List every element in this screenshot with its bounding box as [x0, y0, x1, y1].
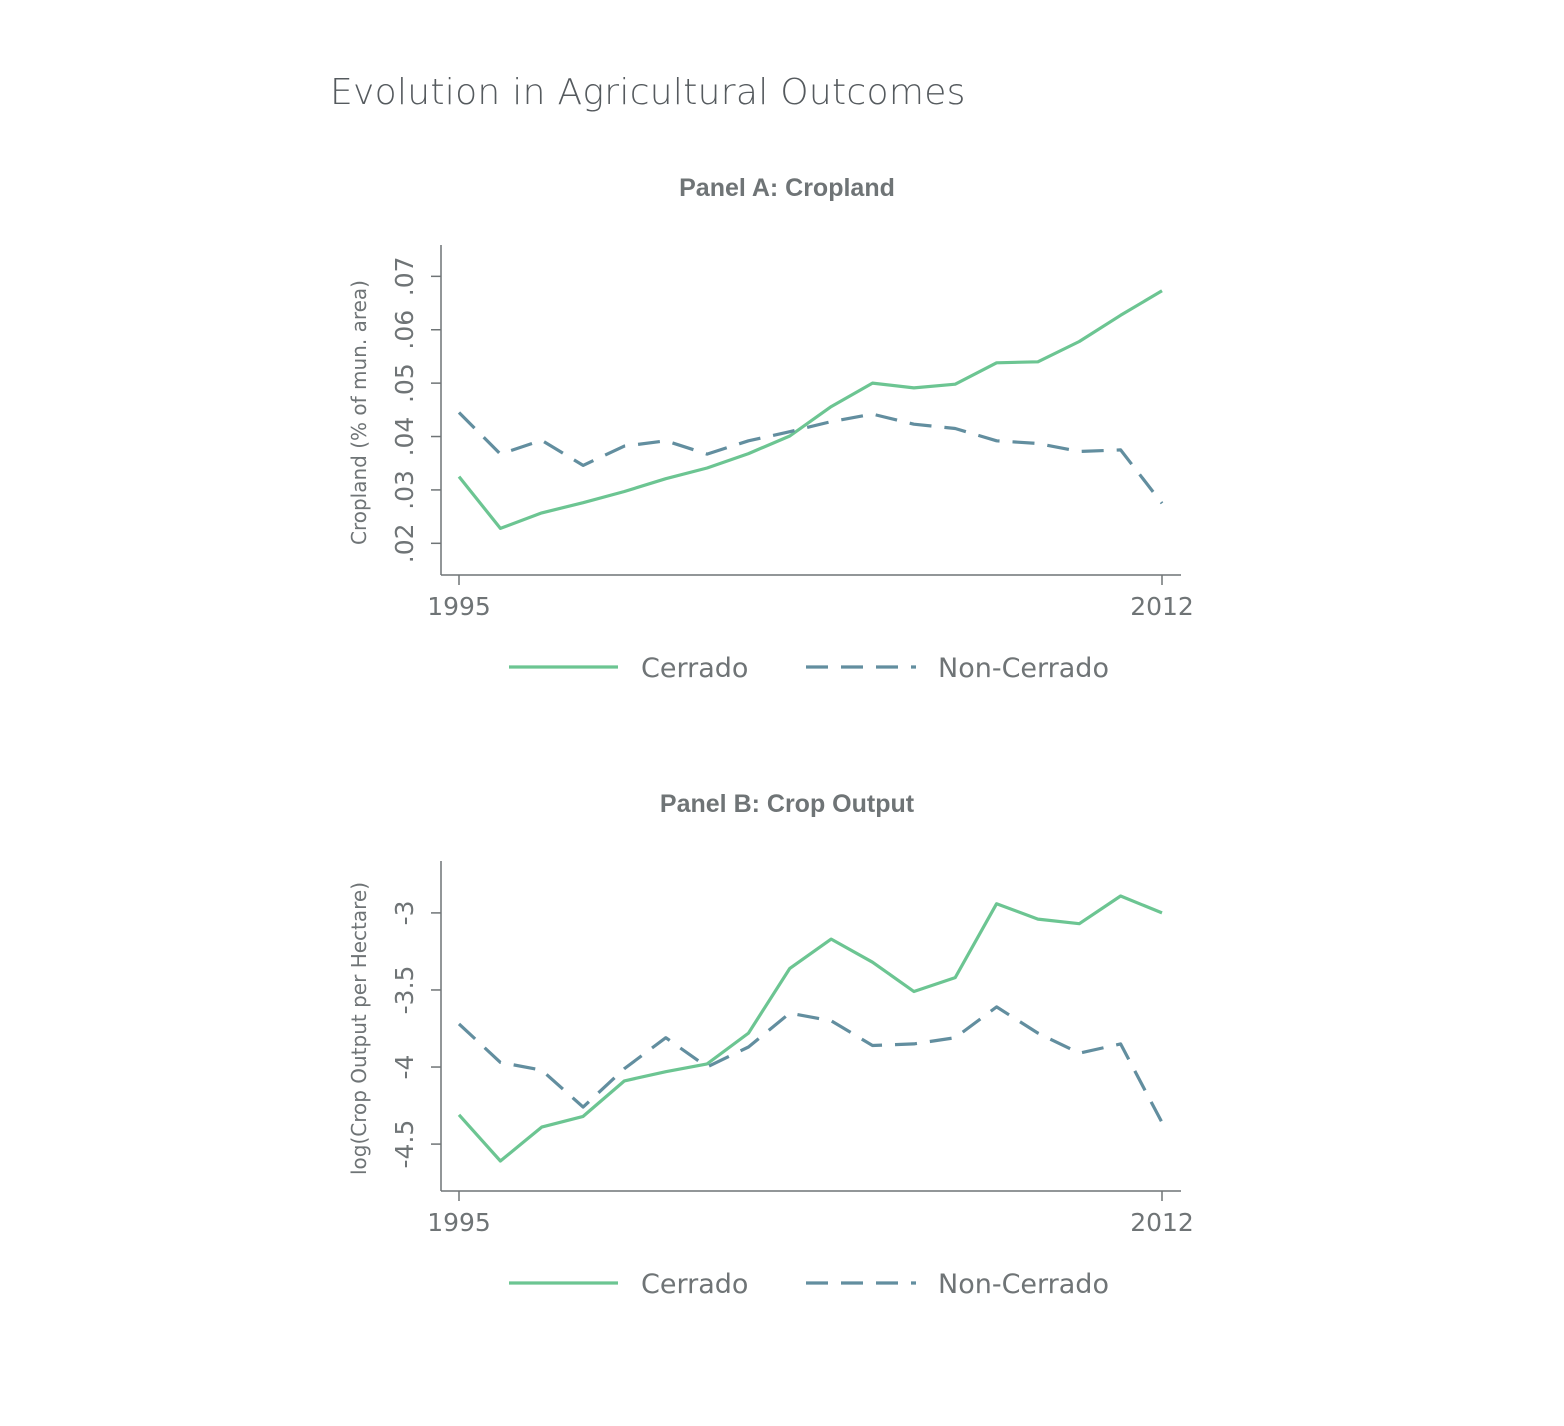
- panel-b-y-tick-label: -4: [390, 1055, 419, 1080]
- panel-b-x-tick-label: 2012: [1130, 1208, 1194, 1237]
- panel-a-chart: Panel A: Cropland .02 .03 .04 .05 .06 .07 1995 2…: [347, 174, 1194, 684]
- panel-a-title: Panel A: Cropland: [679, 174, 895, 202]
- panel-a-x-tick-label: 1995: [427, 592, 491, 621]
- panel-b-chart: Panel B: Crop Output -4.5 -4 -3.5 -3 1995 2012…: [347, 790, 1194, 1300]
- panel-a-y-tick-label: .03: [390, 470, 419, 510]
- panel-b-y-tick-label: -4.5: [390, 1120, 419, 1169]
- panel-a-y-tick-label: .07: [390, 256, 419, 296]
- panel-b-title: Panel B: Crop Output: [660, 790, 915, 818]
- panel-b-y-tick-label: -3: [390, 900, 419, 925]
- panel-a-y-tick-label: .06: [390, 310, 419, 350]
- panel-a-legend-label-cerrado: Cerrado: [641, 653, 748, 684]
- panel-b-y-axis-title: log(Crop Output per Hectare): [347, 882, 371, 1175]
- panel-a-x-tick-label: 2012: [1130, 592, 1194, 621]
- panel-a-y-tick-label: .05: [390, 363, 419, 403]
- panel-b-series-cerrado-line: [457, 894, 1163, 1163]
- panel-b-x-tick-label: 1995: [427, 1208, 491, 1237]
- panel-a-series-cerrado-line: [457, 289, 1163, 530]
- panel-b-legend-label-non-cerrado: Non-Cerrado: [938, 1269, 1109, 1300]
- panel-a-y-tick-label: .02: [390, 523, 419, 563]
- panel-a-y-tick-label: .04: [390, 417, 419, 457]
- panel-a-y-axis-title: Cropland (% of mun. area): [347, 280, 371, 545]
- panel-b-y-tick-label: -3.5: [390, 966, 419, 1015]
- panel-a-series-non-cerrado-line: [457, 411, 1164, 505]
- panel-b-legend-label-cerrado: Cerrado: [641, 1269, 748, 1300]
- panel-b-series-non-cerrado-line: [457, 1005, 1164, 1124]
- main-title: Evolution in Agricultural Outcomes: [330, 72, 966, 113]
- panel-a-legend-label-non-cerrado: Non-Cerrado: [938, 653, 1109, 684]
